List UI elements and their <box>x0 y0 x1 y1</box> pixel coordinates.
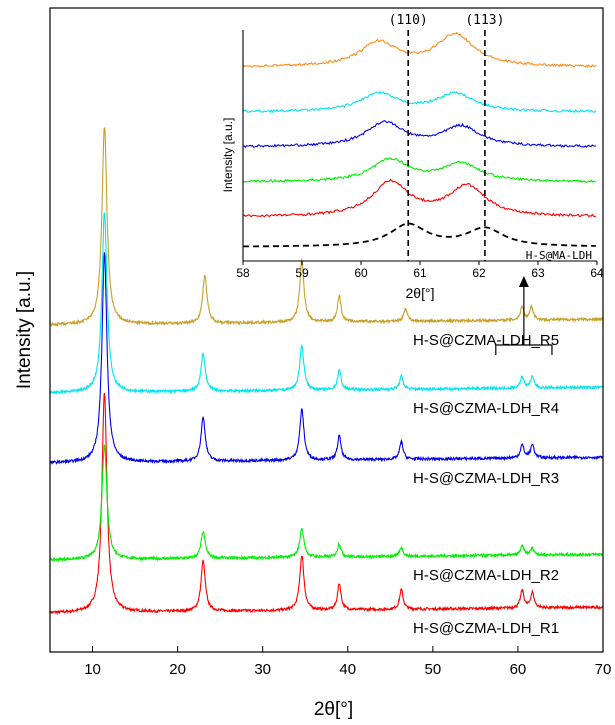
y-axis-label: Intensity [a.u.] <box>14 271 35 389</box>
inset-x-tick-label-61: 61 <box>413 266 427 280</box>
series-label-2: H-S@CZMA-LDH_R2 <box>413 567 559 584</box>
inset-x-tick-label-58: 58 <box>236 266 250 280</box>
inset-x-tick-label-63: 63 <box>531 266 545 280</box>
series-label-1: H-S@CZMA-LDH_R1 <box>413 620 559 637</box>
main-plot-frame <box>49 7 604 653</box>
x-tick-label-10: 10 <box>84 661 101 678</box>
inset-series-line-3 <box>242 157 597 184</box>
x-tick-label-30: 30 <box>254 661 271 678</box>
x-tick-label-20: 20 <box>169 661 186 678</box>
series-line-5 <box>49 127 604 328</box>
inset-series-line-5 <box>242 90 597 114</box>
x-tick-label-50: 50 <box>425 661 442 678</box>
series-line-4 <box>49 212 604 395</box>
inset-x-axis-label: 2θ[°] <box>406 285 435 301</box>
inset-series-line-1 <box>243 222 596 248</box>
inset-series-label-1: H-S@MA-LDH <box>526 249 592 262</box>
series-label-3: H-S@CZMA-LDH_R3 <box>413 470 559 487</box>
inset-series-line-4 <box>242 119 597 149</box>
series-line-1 <box>49 392 604 616</box>
series-label-5: H-S@CZMA-LDH_R5 <box>413 332 559 349</box>
x-tick-label-60: 60 <box>510 661 527 678</box>
inset-x-tick-label-59: 59 <box>295 266 309 280</box>
x-axis-label: 2θ[°] <box>314 699 353 720</box>
inset-x-tick-label-62: 62 <box>472 266 486 280</box>
inset-series-line-2 <box>242 178 596 218</box>
inset-y-axis-label: Intensity [a.u.] <box>221 118 235 193</box>
zoom-arrow-head <box>518 276 529 287</box>
x-tick-label-70: 70 <box>595 661 612 678</box>
inset-series-line-6 <box>242 31 597 68</box>
inset-x-tick-label-60: 60 <box>354 266 368 280</box>
series-line-2 <box>49 444 604 563</box>
x-tick-label-40: 40 <box>339 661 356 678</box>
inset-x-tick-label-64: 64 <box>590 266 604 280</box>
series-line-3 <box>49 252 604 465</box>
inset-reference-label-1: (110) <box>389 13 428 28</box>
inset-reference-label-2: (113) <box>465 13 504 28</box>
series-label-4: H-S@CZMA-LDH_R4 <box>413 400 559 417</box>
